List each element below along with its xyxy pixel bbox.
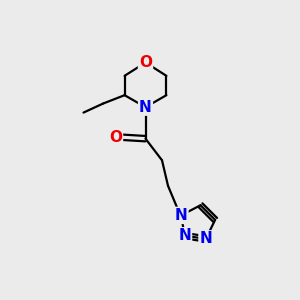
Text: N: N	[178, 228, 191, 243]
Text: N: N	[200, 231, 212, 246]
Text: O: O	[139, 55, 152, 70]
Text: N: N	[139, 100, 152, 115]
Text: O: O	[109, 130, 122, 145]
Text: N: N	[175, 208, 188, 223]
